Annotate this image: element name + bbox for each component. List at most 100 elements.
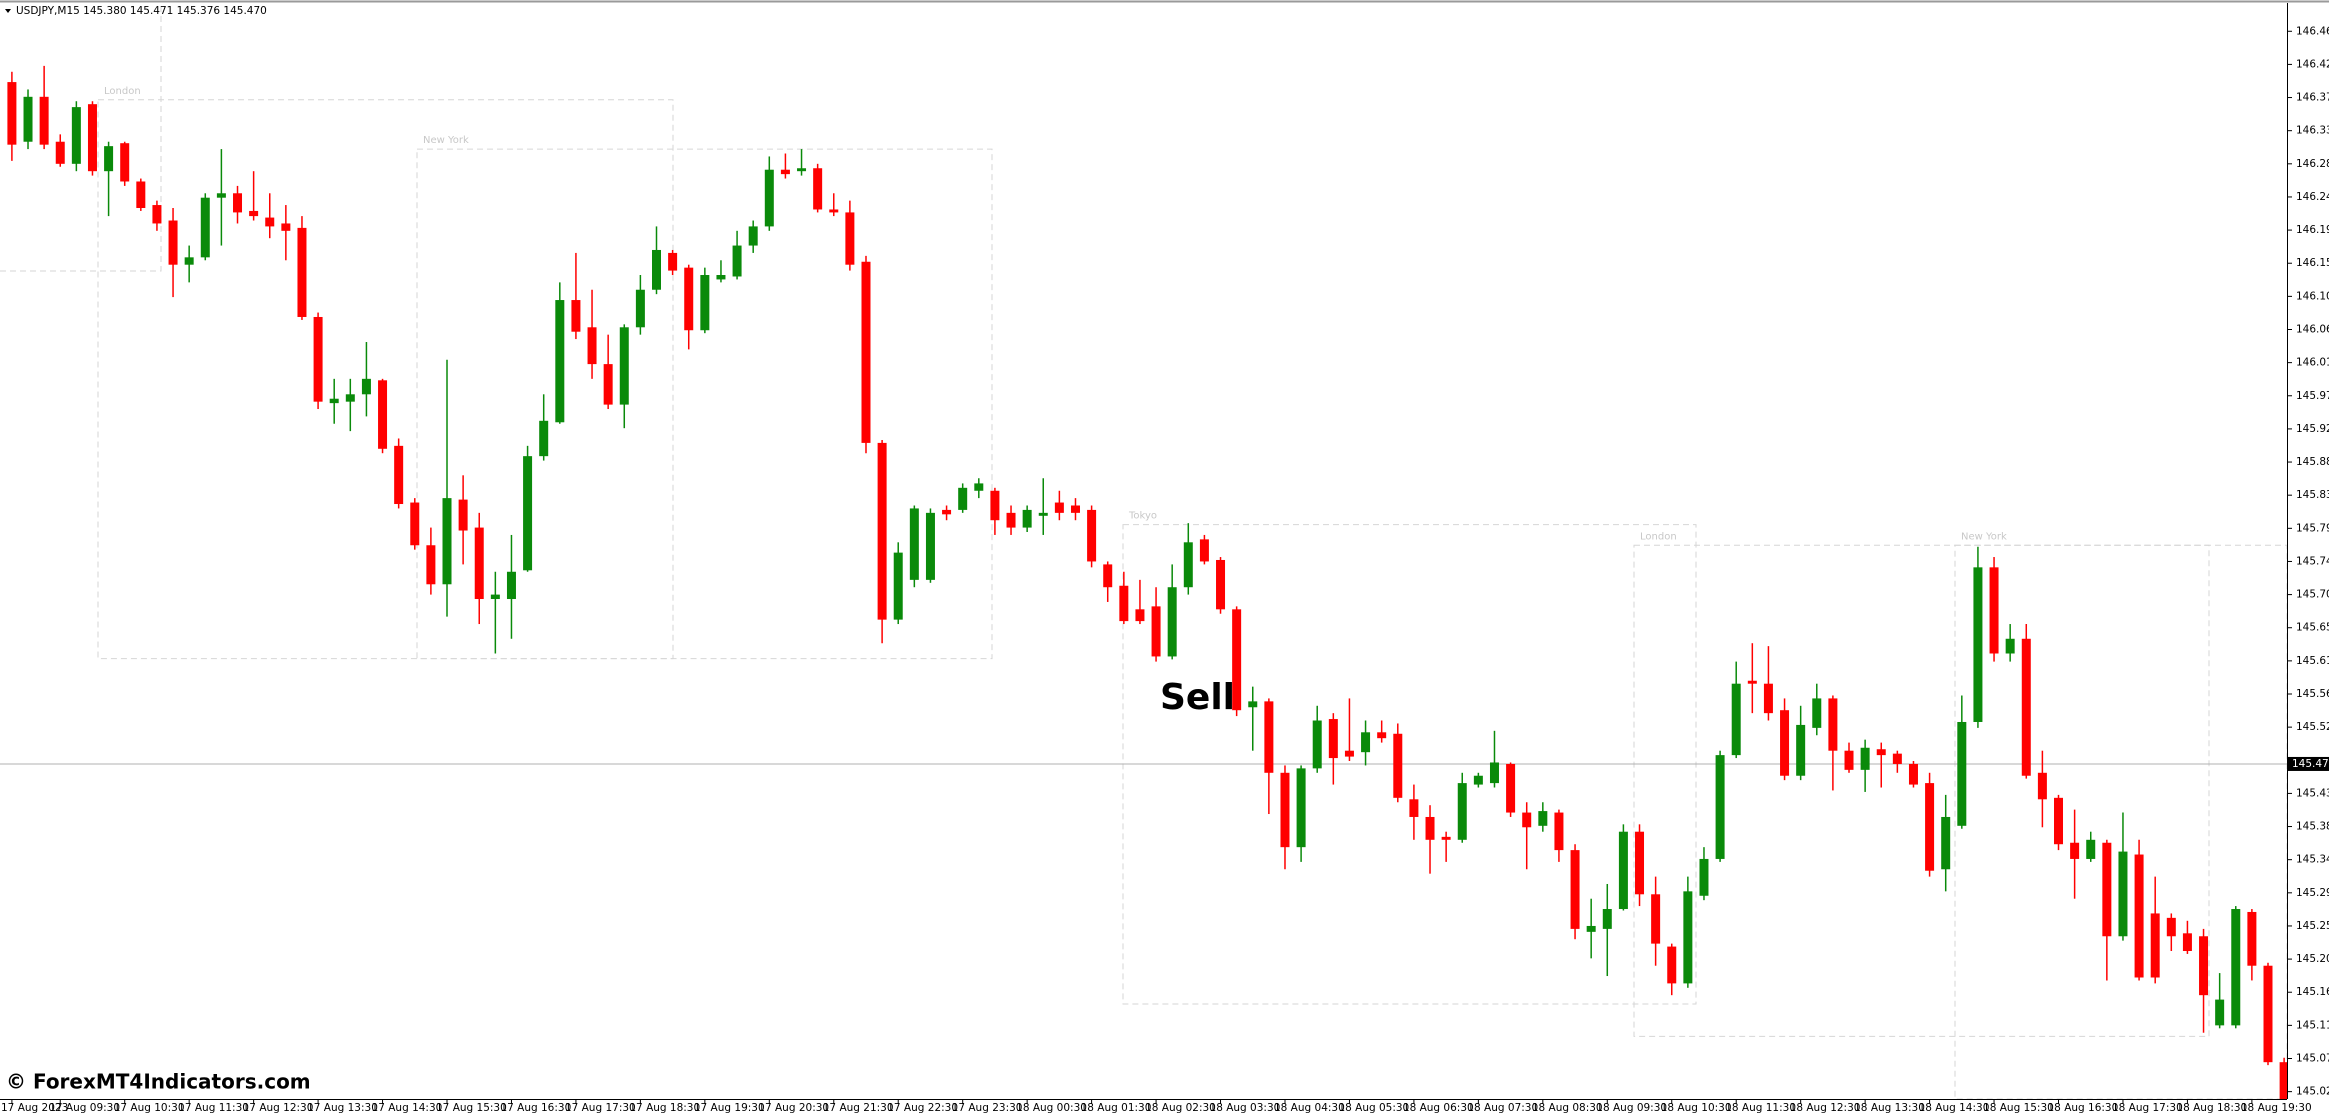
sell-annotation: Sell bbox=[1160, 677, 1235, 718]
candle-body bbox=[1103, 564, 1113, 588]
y-tick-label: 145.070 bbox=[2296, 1053, 2329, 1065]
y-tick-label: 145.970 bbox=[2296, 390, 2329, 402]
y-tick-label: 146.465 bbox=[2296, 25, 2329, 37]
candle-body bbox=[2037, 772, 2047, 800]
candle-body bbox=[2263, 965, 2273, 1063]
candle-body bbox=[1618, 831, 1628, 910]
x-tick-label: 18 Aug 18:30 bbox=[2176, 1102, 2247, 1114]
candle-body bbox=[1892, 753, 1902, 764]
candle-body bbox=[1651, 894, 1661, 944]
candle-body bbox=[845, 212, 855, 265]
candle-body bbox=[233, 193, 243, 213]
y-tick-label: 145.790 bbox=[2296, 522, 2329, 534]
candle-body bbox=[152, 205, 162, 224]
x-tick-label: 17 Aug 15:30 bbox=[436, 1102, 507, 1114]
menu-arrow[interactable] bbox=[5, 9, 11, 13]
candle-body bbox=[1361, 732, 1371, 753]
y-tick-label: 145.880 bbox=[2296, 456, 2329, 468]
x-tick-label: 18 Aug 05:30 bbox=[1338, 1102, 1409, 1114]
candle-body bbox=[2070, 842, 2080, 859]
candle-body bbox=[764, 169, 774, 227]
candle-body bbox=[716, 275, 726, 280]
candle-body bbox=[1506, 763, 1516, 813]
candle-body bbox=[1796, 724, 1806, 776]
candle-body bbox=[539, 420, 549, 457]
candles bbox=[7, 65, 2287, 1099]
x-tick-label: 18 Aug 19:30 bbox=[2241, 1102, 2312, 1114]
x-tick-label: 17 Aug 16:30 bbox=[500, 1102, 571, 1114]
candle-body bbox=[1393, 733, 1403, 798]
candle-body bbox=[1667, 946, 1677, 984]
candle-body bbox=[1844, 750, 1854, 770]
candle-body bbox=[442, 498, 452, 585]
candle-body bbox=[1522, 812, 1532, 828]
candle-body bbox=[1699, 858, 1709, 896]
candle-body bbox=[1457, 783, 1467, 840]
y-tick-label: 145.520 bbox=[2296, 721, 2329, 733]
candle-body bbox=[23, 96, 33, 142]
y-tick-label: 145.655 bbox=[2296, 622, 2329, 634]
y-tick-label: 145.565 bbox=[2296, 688, 2329, 700]
candle-body bbox=[748, 226, 758, 246]
x-tick-label: 18 Aug 02:30 bbox=[1145, 1102, 1216, 1114]
candle-body bbox=[1586, 925, 1596, 932]
candle-body bbox=[571, 300, 581, 332]
y-tick-label: 145.115 bbox=[2296, 1019, 2329, 1031]
candle-body bbox=[2102, 842, 2112, 937]
candle-body bbox=[2215, 999, 2225, 1026]
chart-title: USDJPY,M15 145.380 145.471 145.376 145.4… bbox=[16, 5, 267, 17]
session-label: Tokyo bbox=[1128, 511, 1157, 522]
session-box-edge bbox=[0, 3, 162, 272]
candle-body bbox=[1312, 720, 1322, 769]
candle-body bbox=[1473, 775, 1483, 785]
candle-body bbox=[345, 394, 355, 402]
candle-body bbox=[684, 267, 694, 331]
x-tick-label: 18 Aug 13:30 bbox=[1854, 1102, 1925, 1114]
y-tick-label: 145.610 bbox=[2296, 655, 2329, 667]
candle-body bbox=[1715, 755, 1725, 859]
candle-body bbox=[7, 82, 17, 145]
candle-body bbox=[700, 275, 710, 331]
y-tick-label: 145.700 bbox=[2296, 589, 2329, 601]
y-tick-label: 145.835 bbox=[2296, 489, 2329, 501]
candle-body bbox=[2021, 638, 2031, 776]
candle-body bbox=[893, 552, 903, 620]
candle-body bbox=[1425, 816, 1435, 840]
x-tick-label: 17 Aug 21:30 bbox=[823, 1102, 894, 1114]
candle-body bbox=[136, 181, 146, 208]
candle-body bbox=[2199, 936, 2209, 996]
candle-body bbox=[1860, 747, 1870, 770]
y-tick-label: 145.205 bbox=[2296, 953, 2329, 965]
candle-body bbox=[249, 210, 259, 217]
y-tick-label: 146.060 bbox=[2296, 324, 2329, 336]
candle-body bbox=[1409, 799, 1419, 817]
session-box bbox=[1633, 544, 2210, 1037]
x-tick-label: 18 Aug 12:30 bbox=[1790, 1102, 1861, 1114]
x-tick-label: 18 Aug 11:30 bbox=[1725, 1102, 1796, 1114]
candle-body bbox=[297, 227, 307, 317]
candle-body bbox=[71, 107, 81, 164]
candle-body bbox=[313, 316, 323, 402]
candle-body bbox=[813, 168, 823, 210]
candle-body bbox=[1280, 772, 1290, 848]
candle-body bbox=[1731, 683, 1741, 756]
candle-body bbox=[1087, 509, 1097, 562]
candle-body bbox=[732, 245, 742, 277]
candle-body bbox=[877, 442, 887, 620]
candle-body bbox=[797, 168, 807, 172]
candle-body bbox=[909, 508, 919, 580]
x-tick-label: 18 Aug 04:30 bbox=[1274, 1102, 1345, 1114]
candle-body bbox=[1941, 816, 1951, 870]
candle-body bbox=[523, 456, 533, 571]
x-tick-label: 17 Aug 13:30 bbox=[307, 1102, 378, 1114]
x-tick-label: 17 Aug 18:30 bbox=[629, 1102, 700, 1114]
candle-body bbox=[1989, 567, 1999, 654]
candle-body bbox=[2182, 933, 2192, 951]
x-tick-label: 17 Aug 17:30 bbox=[565, 1102, 636, 1114]
candle-body bbox=[2279, 1062, 2287, 1099]
candle-body bbox=[829, 209, 839, 213]
y-tick-label: 145.160 bbox=[2296, 986, 2329, 998]
candle-body bbox=[958, 487, 968, 510]
candle-body bbox=[506, 571, 516, 600]
